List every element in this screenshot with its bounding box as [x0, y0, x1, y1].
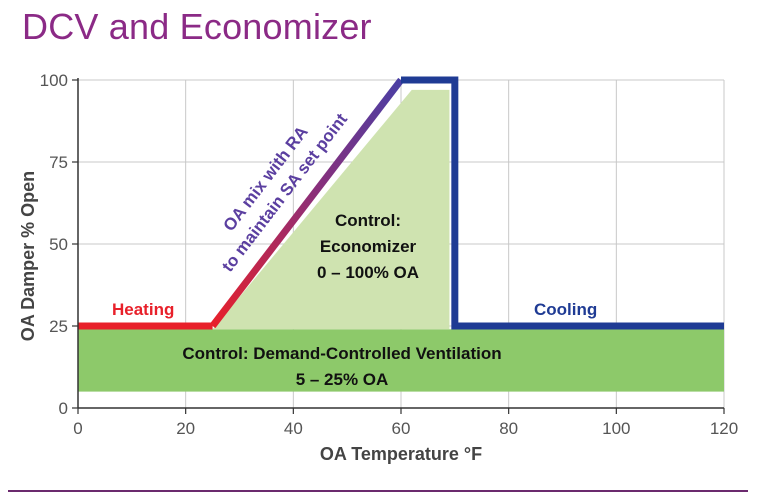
economizer-region-range: 0 – 100% OA — [317, 263, 419, 282]
dcv-band — [78, 329, 724, 392]
cooling-label: Cooling — [534, 300, 597, 319]
y-tick-label: 25 — [49, 317, 68, 336]
x-tick-label: 40 — [284, 419, 303, 438]
x-tick-label: 60 — [392, 419, 411, 438]
x-tick-label: 100 — [602, 419, 630, 438]
x-tick-label: 20 — [176, 419, 195, 438]
economizer-region-title: Control: — [335, 211, 401, 230]
page-title: DCV and Economizer — [22, 6, 372, 47]
x-tick-label: 120 — [710, 419, 738, 438]
x-axis-label: OA Temperature °F — [320, 444, 482, 464]
bottom-divider — [8, 490, 748, 492]
cooling-line — [401, 76, 724, 330]
economizer-region-label: Economizer — [320, 237, 417, 256]
y-axis-label: OA Damper % Open — [18, 171, 38, 341]
x-tick-label: 0 — [73, 419, 82, 438]
axes — [72, 78, 725, 414]
mix-line — [209, 77, 404, 329]
x-tick-label: 80 — [499, 419, 518, 438]
economizer-area — [212, 89, 450, 330]
series-lines — [78, 76, 724, 330]
dcv-region-range: 5 – 25% OA — [296, 370, 389, 389]
y-tick-label: 75 — [49, 153, 68, 172]
heating-label: Heating — [112, 300, 174, 319]
y-tick-label: 100 — [40, 71, 68, 90]
tick-labels: 0 20 40 60 80 100 120 0 25 50 75 100 OA Temperature … — [18, 71, 738, 464]
dcv-region-label: Control: Demand-Controlled Ventilation — [182, 344, 501, 363]
y-tick-label: 0 — [59, 399, 68, 418]
regions — [78, 89, 724, 392]
y-tick-label: 50 — [49, 235, 68, 254]
